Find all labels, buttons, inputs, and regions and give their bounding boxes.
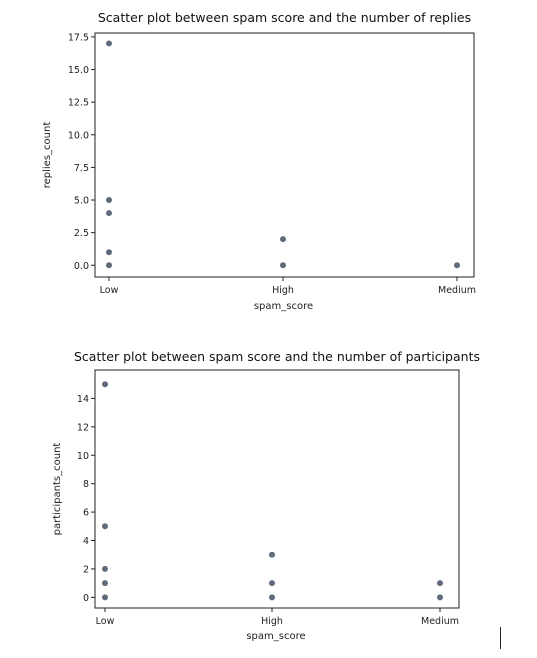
chart2-ytick-label: 10 [77, 451, 89, 462]
chart1-data-point [106, 249, 112, 255]
chart1-data-point [454, 262, 460, 268]
chart2-ytick-label: 6 [83, 508, 89, 519]
chart2-ytick-label: 12 [77, 422, 89, 433]
chart1-ytick-label: 10.0 [68, 130, 89, 141]
chart2-ytick-label: 2 [83, 564, 89, 575]
chart2-data-point [269, 552, 275, 558]
chart2-xtick-label: High [261, 616, 283, 627]
chart1-x-axis-label: spam_score [254, 301, 313, 312]
chart2-x-axis-label: spam_score [246, 631, 305, 642]
chart2-xtick-label: Medium [421, 616, 459, 627]
chart1-title: Scatter plot between spam score and the … [98, 10, 471, 25]
chart2-data-point [269, 594, 275, 600]
chart2-plot-frame [95, 370, 459, 608]
chart1-ytick-label: 12.5 [68, 98, 89, 109]
chart2-data-point [102, 523, 108, 529]
chart1-data-point [106, 40, 112, 46]
chart2-ytick-label: 4 [83, 536, 89, 547]
chart2-ytick-label: 0 [83, 593, 89, 604]
chart2-data-point [437, 580, 443, 586]
chart2-data-point [102, 381, 108, 387]
chart2-data-point [269, 580, 275, 586]
chart1-ytick-label: 15.0 [68, 65, 89, 76]
text-cursor [500, 627, 501, 649]
chart1-ytick-label: 17.5 [68, 32, 89, 43]
chart2-data-point [102, 566, 108, 572]
chart1-data-point [106, 262, 112, 268]
chart1-xtick-label: Medium [438, 285, 476, 296]
chart1-data-point [106, 197, 112, 203]
chart1-ytick-label: 0.0 [74, 261, 89, 272]
chart1-y-axis-label: replies_count [42, 122, 53, 189]
chart2-data-point [437, 594, 443, 600]
chart1-ytick-label: 7.5 [74, 163, 89, 174]
chart1-xtick-label: High [272, 285, 294, 296]
chart1-ytick-label: 2.5 [74, 228, 89, 239]
chart2-data-point [102, 594, 108, 600]
chart2-ytick-label: 14 [77, 394, 89, 405]
chart1-data-point [280, 262, 286, 268]
chart1-ytick-label: 5.0 [74, 196, 89, 207]
chart1-data-point [280, 236, 286, 242]
chart2-data-point [102, 580, 108, 586]
chart2-xtick-label: Low [96, 616, 115, 627]
chart1-xtick-label: Low [100, 285, 119, 296]
chart2-y-axis-label: participants_count [52, 443, 63, 536]
chart2-ytick-label: 8 [83, 479, 89, 490]
chart2-title: Scatter plot between spam score and the … [74, 349, 480, 364]
chart1-data-point [106, 210, 112, 216]
